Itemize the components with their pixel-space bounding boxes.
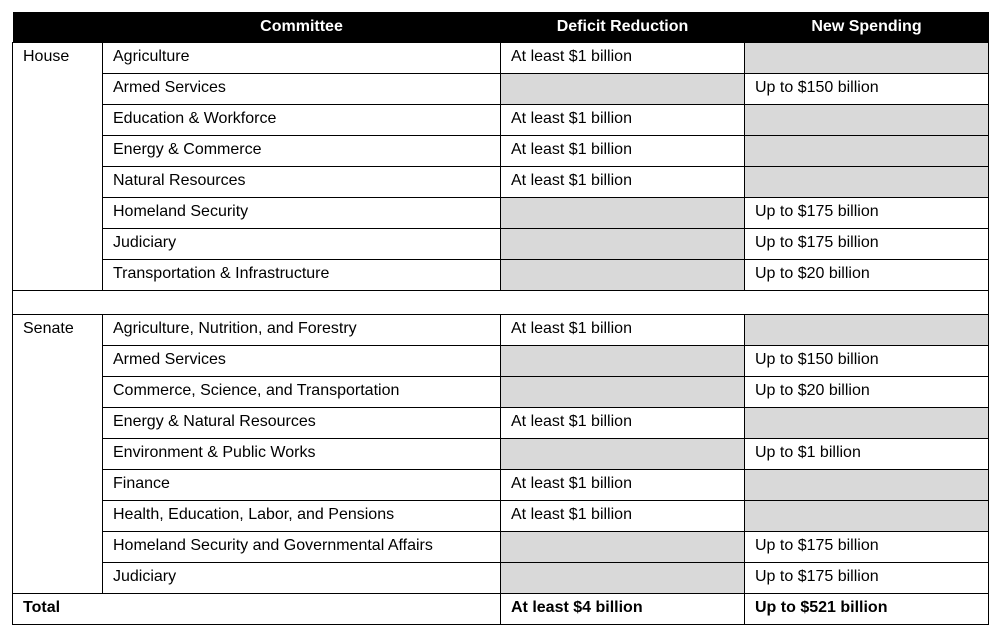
spending-cell: Up to $175 billion (745, 563, 989, 594)
spending-cell (745, 105, 989, 136)
table-row: Armed Services Up to $150 billion (13, 346, 989, 377)
table-header-row: Committee Deficit Reduction New Spending (13, 12, 989, 43)
spending-cell: Up to $150 billion (745, 346, 989, 377)
committee-cell: Education & Workforce (103, 105, 501, 136)
table-row: Environment & Public Works Up to $1 billi… (13, 439, 989, 470)
committee-cell: Armed Services (103, 74, 501, 105)
committee-table: Committee Deficit Reduction New Spending… (12, 12, 989, 625)
committee-cell: Homeland Security (103, 198, 501, 229)
spacer-row (13, 291, 989, 315)
total-label: Total (13, 594, 501, 625)
table-row: HouseAgricultureAt least $1 billion (13, 43, 989, 74)
committee-cell: Agriculture (103, 43, 501, 74)
deficit-cell: At least $1 billion (501, 167, 745, 198)
committee-cell: Natural Resources (103, 167, 501, 198)
committee-cell: Agriculture, Nutrition, and Forestry (103, 315, 501, 346)
deficit-cell (501, 260, 745, 291)
table-row: Judiciary Up to $175 billion (13, 229, 989, 260)
header-committee: Committee (103, 12, 501, 43)
header-chamber (13, 12, 103, 43)
deficit-cell (501, 346, 745, 377)
table-row: Energy & CommerceAt least $1 billion (13, 136, 989, 167)
committee-cell: Homeland Security and Governmental Affai… (103, 532, 501, 563)
spending-cell (745, 315, 989, 346)
spending-cell (745, 408, 989, 439)
deficit-cell (501, 563, 745, 594)
deficit-cell (501, 532, 745, 563)
committee-cell: Energy & Commerce (103, 136, 501, 167)
spending-cell (745, 167, 989, 198)
table-row: Education & WorkforceAt least $1 billion (13, 105, 989, 136)
committee-cell: Judiciary (103, 563, 501, 594)
spending-cell: Up to $175 billion (745, 229, 989, 260)
table-row: Energy & Natural ResourcesAt least $1 bi… (13, 408, 989, 439)
table-row: Health, Education, Labor, and PensionsAt… (13, 501, 989, 532)
spending-cell (745, 470, 989, 501)
committee-cell: Environment & Public Works (103, 439, 501, 470)
deficit-cell (501, 439, 745, 470)
committee-cell: Transportation & Infrastructure (103, 260, 501, 291)
spending-cell: Up to $1 billion (745, 439, 989, 470)
deficit-cell: At least $1 billion (501, 315, 745, 346)
deficit-cell: At least $1 billion (501, 408, 745, 439)
total-row: TotalAt least $4 billionUp to $521 billi… (13, 594, 989, 625)
spending-cell (745, 43, 989, 74)
table-row: Judiciary Up to $175 billion (13, 563, 989, 594)
committee-cell: Judiciary (103, 229, 501, 260)
deficit-cell (501, 198, 745, 229)
committee-cell: Commerce, Science, and Transportation (103, 377, 501, 408)
spending-cell: Up to $20 billion (745, 260, 989, 291)
committee-cell: Armed Services (103, 346, 501, 377)
spacer-cell (13, 291, 989, 315)
table-row: Homeland Security Up to $175 billion (13, 198, 989, 229)
header-deficit: Deficit Reduction (501, 12, 745, 43)
spending-cell: Up to $150 billion (745, 74, 989, 105)
table-row: Transportation & Infrastructure Up to $20… (13, 260, 989, 291)
table-row: Homeland Security and Governmental Affai… (13, 532, 989, 563)
chamber-cell: House (13, 43, 103, 291)
deficit-cell: At least $1 billion (501, 136, 745, 167)
total-deficit: At least $4 billion (501, 594, 745, 625)
deficit-cell (501, 74, 745, 105)
deficit-cell: At least $1 billion (501, 43, 745, 74)
table-row: SenateAgriculture, Nutrition, and Forest… (13, 315, 989, 346)
table-row: Commerce, Science, and Transportation Up … (13, 377, 989, 408)
committee-cell: Health, Education, Labor, and Pensions (103, 501, 501, 532)
header-spending: New Spending (745, 12, 989, 43)
deficit-cell: At least $1 billion (501, 501, 745, 532)
spending-cell (745, 501, 989, 532)
deficit-cell (501, 229, 745, 260)
spending-cell: Up to $20 billion (745, 377, 989, 408)
committee-cell: Finance (103, 470, 501, 501)
table-row: Natural ResourcesAt least $1 billion (13, 167, 989, 198)
deficit-cell: At least $1 billion (501, 470, 745, 501)
spending-cell: Up to $175 billion (745, 532, 989, 563)
chamber-cell: Senate (13, 315, 103, 594)
spending-cell (745, 136, 989, 167)
spending-cell: Up to $175 billion (745, 198, 989, 229)
committee-cell: Energy & Natural Resources (103, 408, 501, 439)
table-row: FinanceAt least $1 billion (13, 470, 989, 501)
deficit-cell (501, 377, 745, 408)
total-spending: Up to $521 billion (745, 594, 989, 625)
deficit-cell: At least $1 billion (501, 105, 745, 136)
table-row: Armed Services Up to $150 billion (13, 74, 989, 105)
